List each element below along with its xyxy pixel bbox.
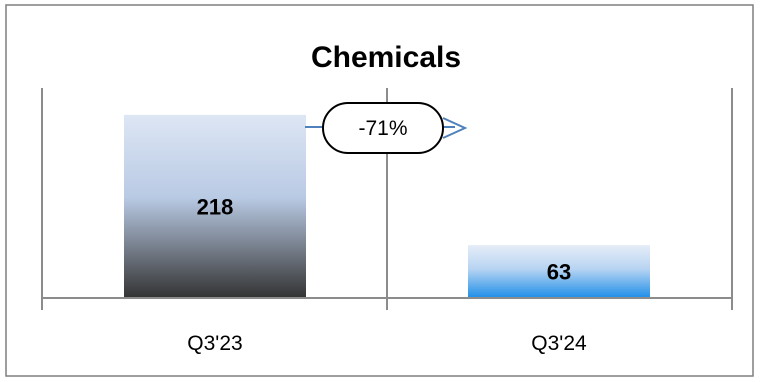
x-tick-label-1: Q3'24	[531, 332, 587, 355]
change-label: -71%	[358, 117, 407, 140]
chart-title: Chemicals	[311, 41, 461, 74]
bars-group: 218 63	[124, 114, 650, 298]
change-bubble	[322, 102, 444, 154]
bar-1	[468, 245, 650, 298]
data-label-1: 63	[547, 260, 571, 285]
change-annotation: -71%	[305, 102, 468, 154]
bar-0	[124, 114, 306, 298]
data-label-0: 218	[197, 194, 234, 219]
change-arrow-head-icon	[442, 117, 468, 139]
x-tick-label-0: Q3'23	[187, 332, 242, 355]
